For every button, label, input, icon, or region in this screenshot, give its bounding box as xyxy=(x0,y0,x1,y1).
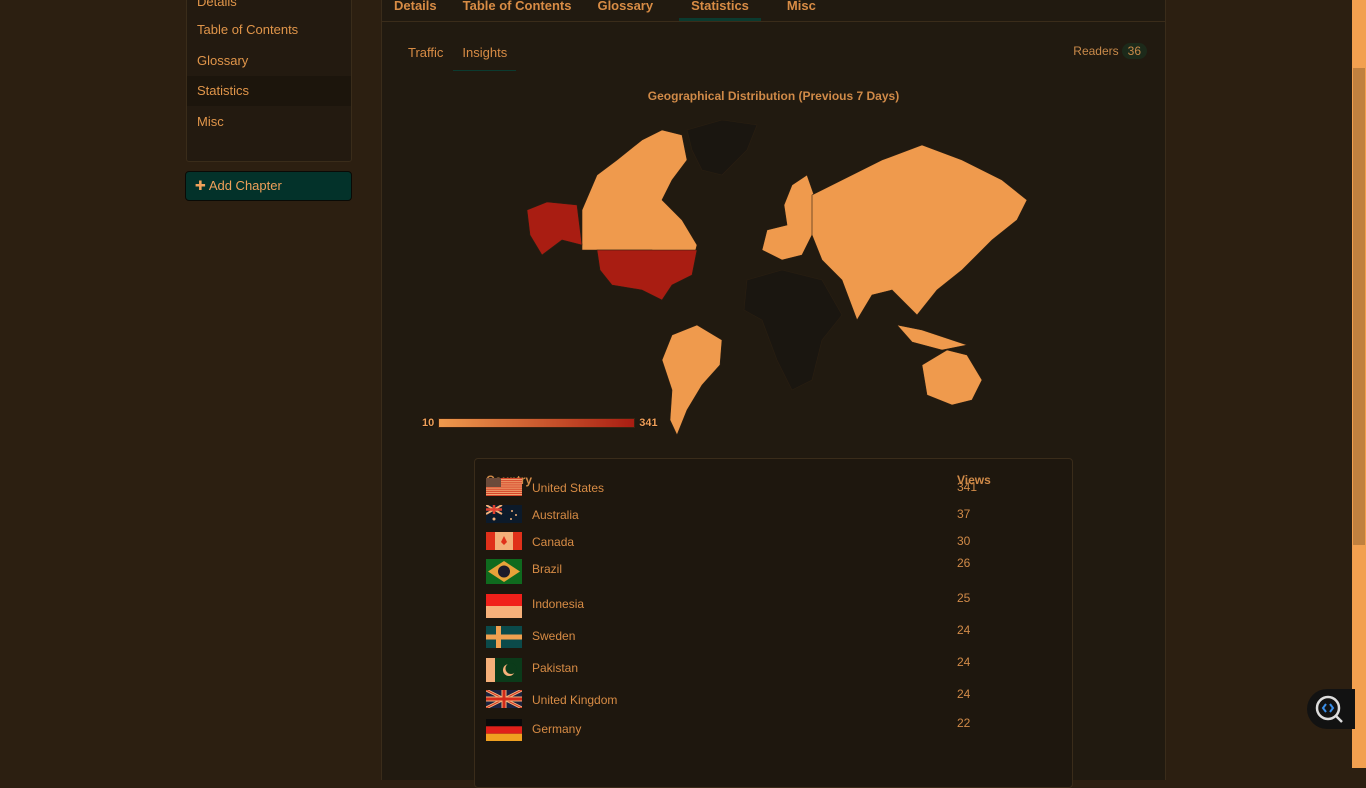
region-south-america xyxy=(661,324,723,436)
country-name: Pakistan xyxy=(532,661,579,675)
sidebar-item-details[interactable]: Details xyxy=(197,0,237,9)
region-greenland xyxy=(686,120,758,176)
flag-au-icon xyxy=(485,504,522,527)
tab-statistics[interactable]: Statistics xyxy=(679,0,761,21)
flag-de-icon xyxy=(486,719,522,741)
country-views: 24 xyxy=(957,655,971,669)
inspect-button[interactable] xyxy=(1307,689,1355,729)
readers-label: Readers xyxy=(1073,44,1119,58)
map-legend: 10 341 xyxy=(422,417,658,429)
add-chapter-button[interactable]: ✚ Add Chapter xyxy=(185,171,352,201)
region-united-states xyxy=(596,249,698,301)
flag-gb-icon xyxy=(485,688,523,712)
country-name: United States xyxy=(532,481,605,495)
subtab-bar: Traffic Insights xyxy=(408,45,517,71)
table-row: Germany 22 xyxy=(486,716,1066,743)
country-name: Australia xyxy=(532,508,579,522)
table-row: Brazil 26 xyxy=(486,556,1066,584)
region-africa xyxy=(743,269,843,391)
country-views-table: Country Views United States341Australia3… xyxy=(474,458,1073,788)
chapter-sidebar: Details Table of Contents Glossary Stati… xyxy=(186,0,352,162)
country-name: Sweden xyxy=(532,629,576,643)
add-chapter-label: Add Chapter xyxy=(208,178,282,193)
country-name: United Kingdom xyxy=(532,693,618,707)
country-name: Brazil xyxy=(532,562,563,576)
country-views: 30 xyxy=(957,534,971,548)
tab-misc[interactable]: Misc xyxy=(786,0,816,13)
region-canada xyxy=(581,129,698,266)
sidebar-item-statistics[interactable]: Statistics xyxy=(187,76,351,106)
world-map[interactable] xyxy=(522,120,1042,440)
region-europe xyxy=(761,174,823,261)
sidebar-item-misc[interactable]: Misc xyxy=(197,114,224,129)
country-name: Indonesia xyxy=(532,597,585,611)
subtab-insights[interactable]: Insights xyxy=(453,45,517,71)
flag-ca-icon xyxy=(486,532,522,554)
sidebar-item-glossary[interactable]: Glossary xyxy=(197,53,249,68)
scrollbar[interactable] xyxy=(1352,0,1366,768)
tab-table-of-contents[interactable]: Table of Contents xyxy=(462,0,572,13)
plus-icon: ✚ xyxy=(195,178,206,193)
region-indonesia xyxy=(896,324,969,351)
header-views: Views xyxy=(957,473,991,487)
flag-id-icon xyxy=(486,594,522,618)
country-views: 22 xyxy=(957,716,971,730)
table-row: Pakistan 24 xyxy=(486,655,1066,682)
region-asia xyxy=(811,144,1028,321)
country-name: Germany xyxy=(532,722,582,736)
map-title: Geographical Distribution (Previous 7 Da… xyxy=(647,89,900,103)
readers-badge: 36 xyxy=(1121,43,1147,59)
region-alaska xyxy=(526,201,583,256)
country-views: 24 xyxy=(957,623,971,637)
table-row: United States 341 xyxy=(486,478,1066,502)
flag-pk-icon xyxy=(486,658,522,682)
table-row: Canada 30 xyxy=(486,532,1066,556)
tab-glossary[interactable]: Glossary xyxy=(597,0,654,13)
country-views: 24 xyxy=(957,687,971,701)
readers-count: Readers 36 xyxy=(1073,43,1147,59)
country-views: 26 xyxy=(957,556,971,570)
flag-us-icon xyxy=(486,478,522,500)
subtab-traffic[interactable]: Traffic xyxy=(408,45,444,60)
table-row: Indonesia 25 xyxy=(486,591,1066,618)
inspect-magnifier-icon xyxy=(1315,695,1343,723)
table-row: Australia 37 xyxy=(485,504,1066,529)
legend-min: 10 xyxy=(422,417,435,429)
tab-details[interactable]: Details xyxy=(394,0,437,13)
table-row: United Kingdom 24 xyxy=(485,687,1066,714)
tab-bar: Details Table of Contents Glossary Stati… xyxy=(382,0,1165,22)
scrollbar-thumb[interactable] xyxy=(1353,68,1365,545)
legend-max: 341 xyxy=(639,417,658,429)
country-name: Canada xyxy=(532,535,575,549)
sidebar-item-table-of-contents[interactable]: Table of Contents xyxy=(197,22,299,37)
country-views: 37 xyxy=(957,507,971,521)
region-australia xyxy=(921,349,983,406)
flag-se-icon xyxy=(486,626,522,648)
legend-gradient xyxy=(438,418,636,428)
flag-br-icon xyxy=(486,559,522,584)
main-panel: Details Table of Contents Glossary Stati… xyxy=(381,0,1166,788)
country-views: 25 xyxy=(957,591,971,605)
country-views: 341 xyxy=(957,480,978,494)
table-row: Sweden 24 xyxy=(486,623,1066,650)
